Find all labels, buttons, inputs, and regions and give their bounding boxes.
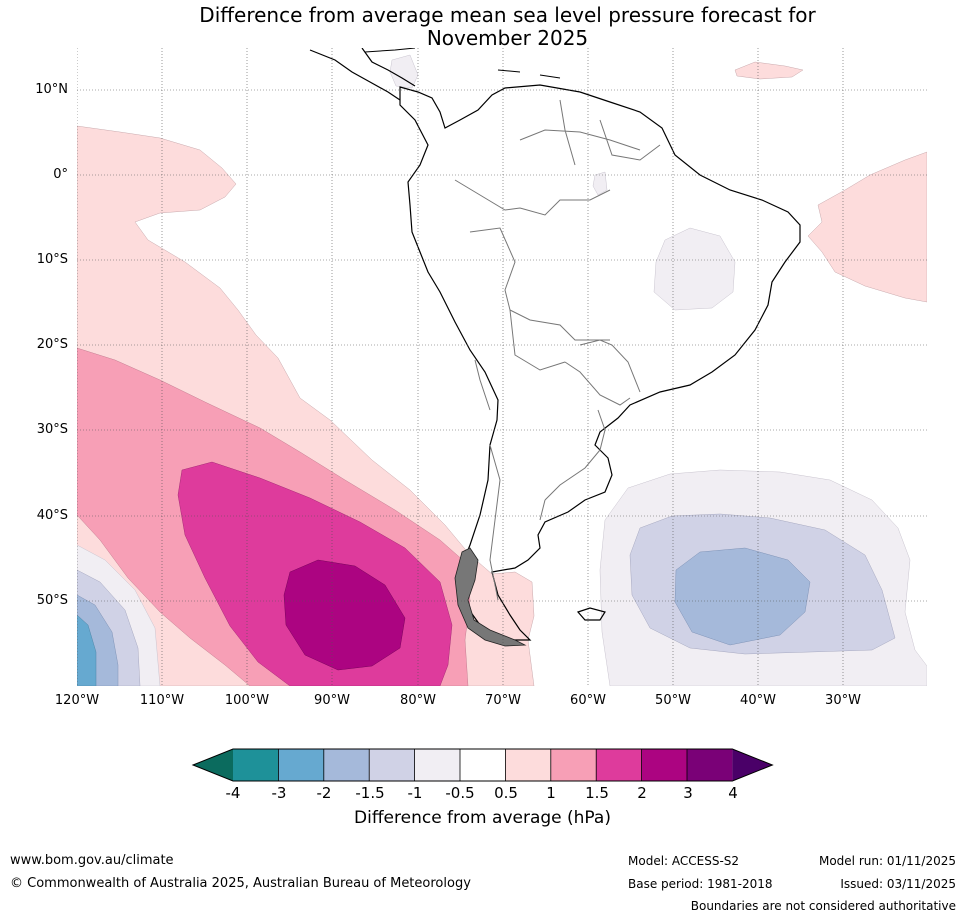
colorbar-tick-label: -3 (271, 784, 287, 802)
colorbar-title: Difference from average (hPa) (354, 808, 611, 828)
colorbar-tick-label: -1.5 (355, 784, 385, 802)
title-line-2: November 2025 (426, 26, 589, 50)
boundaries-disclaimer: Boundaries are not considered authoritat… (690, 899, 956, 913)
chart-title: Difference from average mean sea level p… (0, 4, 965, 50)
colorbar-swatch (278, 749, 324, 781)
colorbar-tick-label: -1 (407, 784, 423, 802)
anomaly-negative-0.5-1-brazil (653, 227, 736, 311)
lon-label-30w: 30°W (825, 693, 861, 708)
colorbar-tick-label: 1 (546, 784, 556, 802)
colorbar-tick-label: 2 (637, 784, 647, 802)
anomaly-negative-1.5-2-south-atlantic (674, 547, 811, 646)
caribbean-islands (364, 48, 561, 79)
model-name: Model: ACCESS-S2 (628, 854, 740, 868)
lat-label-20s: 20°S (36, 337, 68, 352)
falkland-islands (576, 607, 606, 621)
central-america-coastline (309, 48, 416, 101)
lat-label-50s: 50°S (36, 593, 68, 608)
lon-label-70w: 70°W (485, 693, 521, 708)
lon-label-80w: 80°W (400, 693, 436, 708)
lat-label-10n: 10°N (35, 82, 68, 97)
south-america-coastline (399, 84, 801, 641)
colorbar-extend-max (732, 749, 773, 781)
anomaly-positive-0.5-1-equatorial-atlantic (807, 151, 927, 303)
lat-label-30s: 30°S (36, 422, 68, 437)
base-period: Base period: 1981-2018 (628, 877, 773, 891)
colorbar-tick-label: -0.5 (445, 784, 475, 802)
anomaly-positive-0.5-1-caribbean (734, 61, 804, 80)
website-link[interactable]: www.bom.gov.au/climate (10, 853, 174, 868)
anomaly-negative-0.5-1-central-america (389, 54, 419, 89)
colorbar-outline (191, 748, 774, 782)
lat-label-10s: 10°S (36, 252, 68, 267)
colorbar-swatch (369, 749, 415, 781)
colorbar-swatch (550, 749, 597, 781)
colorbar-swatch (414, 749, 460, 781)
anomaly-negative-0.5-1-amazon (592, 171, 608, 196)
lon-label-120w: 120°W (54, 693, 100, 708)
tierra-del-fuego (454, 547, 527, 647)
country-borders (454, 99, 661, 601)
colorbar-tick-label: 1.5 (585, 784, 609, 802)
title-line-1: Difference from average mean sea level p… (199, 3, 816, 27)
colorbar-swatch (687, 749, 733, 781)
colorbar-tick-label: -2 (316, 784, 332, 802)
colorbar (191, 748, 774, 782)
lat-label-40s: 40°S (36, 508, 68, 523)
colorbar-tick-label: 3 (683, 784, 693, 802)
colorbar-tick-label: -4 (225, 784, 241, 802)
colorbar-swatch (596, 749, 642, 781)
lon-label-50w: 50°W (655, 693, 691, 708)
graticule (77, 48, 927, 686)
colorbar-tick-label: 4 (728, 784, 738, 802)
lon-label-40w: 40°W (740, 693, 776, 708)
lon-label-100w: 100°W (224, 693, 270, 708)
anomaly-positive-2-3 (283, 559, 406, 671)
lon-label-90w: 90°W (314, 693, 350, 708)
colorbar-extend-min (193, 749, 233, 781)
colorbar-swatch (505, 749, 551, 781)
anomaly-negative-2-3-southwest-pacific (77, 614, 97, 686)
lon-label-60w: 60°W (570, 693, 606, 708)
colorbar-swatch (460, 749, 506, 781)
issued-date: Issued: 03/11/2025 (840, 877, 956, 891)
colorbar-swatch (233, 749, 279, 781)
model-run-date: Model run: 01/11/2025 (818, 854, 956, 868)
colorbar-swatch (641, 749, 687, 781)
colorbar-swatch (323, 749, 370, 781)
lon-label-110w: 110°W (139, 693, 185, 708)
copyright-notice: © Commonwealth of Australia 2025, Austra… (10, 876, 471, 891)
lat-label-0: 0° (53, 167, 68, 182)
colorbar-tick-label: 0.5 (494, 784, 518, 802)
